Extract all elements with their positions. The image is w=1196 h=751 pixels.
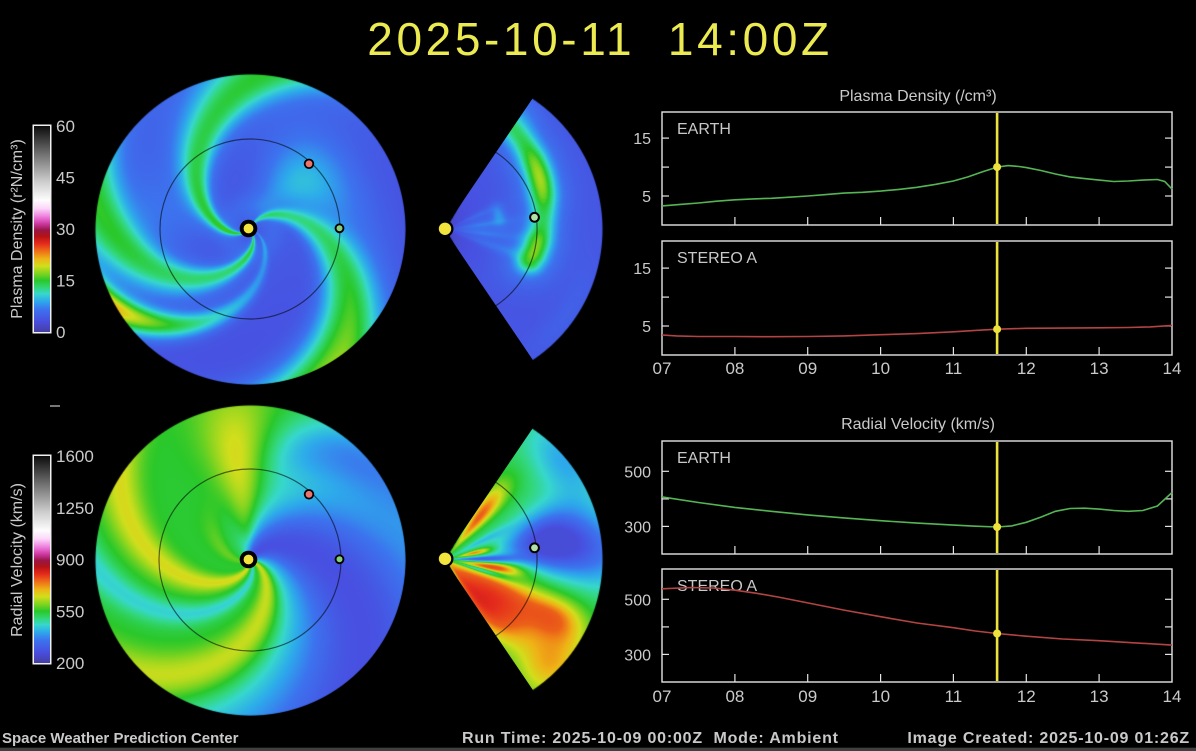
svg-text:Radial Velocity (km/s): Radial Velocity (km/s) xyxy=(9,483,26,637)
svg-text:15: 15 xyxy=(56,272,75,291)
svg-text:Plasma Density (/cm³): Plasma Density (/cm³) xyxy=(839,88,996,105)
svg-text:2025-10-11 14:00Z: 2025-10-11 14:00Z xyxy=(367,13,832,65)
svg-text:14: 14 xyxy=(1163,687,1182,706)
svg-text:10: 10 xyxy=(871,687,890,706)
svg-text:0: 0 xyxy=(56,323,65,342)
svg-text:Radial Velocity (km/s): Radial Velocity (km/s) xyxy=(841,416,995,433)
svg-text:1250: 1250 xyxy=(56,499,94,518)
svg-text:Image Created: 2025-10-09 01:2: Image Created: 2025-10-09 01:26Z xyxy=(907,730,1190,747)
svg-text:EARTH: EARTH xyxy=(677,121,731,138)
svg-text:200: 200 xyxy=(56,654,84,673)
svg-text:13: 13 xyxy=(1090,687,1109,706)
svg-text:Space Weather Prediction Cente: Space Weather Prediction Center xyxy=(2,730,239,747)
svg-text:07: 07 xyxy=(653,687,672,706)
svg-text:1600: 1600 xyxy=(56,447,94,466)
svg-text:11: 11 xyxy=(945,687,963,706)
svg-text:300: 300 xyxy=(624,519,651,536)
svg-text:08: 08 xyxy=(725,687,744,706)
svg-text:Plasma Density (r²N/cm³): Plasma Density (r²N/cm³) xyxy=(9,139,26,319)
svg-text:900: 900 xyxy=(56,551,84,570)
svg-text:15: 15 xyxy=(633,261,651,278)
svg-text:STEREO A: STEREO A xyxy=(677,250,757,267)
svg-text:Run Time: 2025-10-09 00:00Z M: Run Time: 2025-10-09 00:00Z Mode: Ambien… xyxy=(462,730,839,747)
svg-text:15: 15 xyxy=(633,131,651,148)
svg-text:60: 60 xyxy=(56,117,75,136)
svg-text:08: 08 xyxy=(725,359,744,378)
svg-text:09: 09 xyxy=(798,687,817,706)
svg-text:12: 12 xyxy=(1017,687,1036,706)
svg-text:5: 5 xyxy=(642,189,651,206)
svg-text:EARTH: EARTH xyxy=(677,450,731,467)
svg-text:14: 14 xyxy=(1163,359,1182,378)
svg-text:45: 45 xyxy=(56,169,75,188)
svg-text:09: 09 xyxy=(798,359,817,378)
svg-text:12: 12 xyxy=(1017,359,1036,378)
svg-text:10: 10 xyxy=(871,359,890,378)
svg-text:300: 300 xyxy=(624,647,651,664)
svg-text:07: 07 xyxy=(653,359,672,378)
svg-text:500: 500 xyxy=(624,592,651,609)
svg-text:13: 13 xyxy=(1090,359,1109,378)
svg-text:5: 5 xyxy=(642,319,651,336)
svg-text:11: 11 xyxy=(945,359,963,378)
svg-text:30: 30 xyxy=(56,220,75,239)
svg-text:550: 550 xyxy=(56,602,84,621)
svg-text:500: 500 xyxy=(624,464,651,481)
